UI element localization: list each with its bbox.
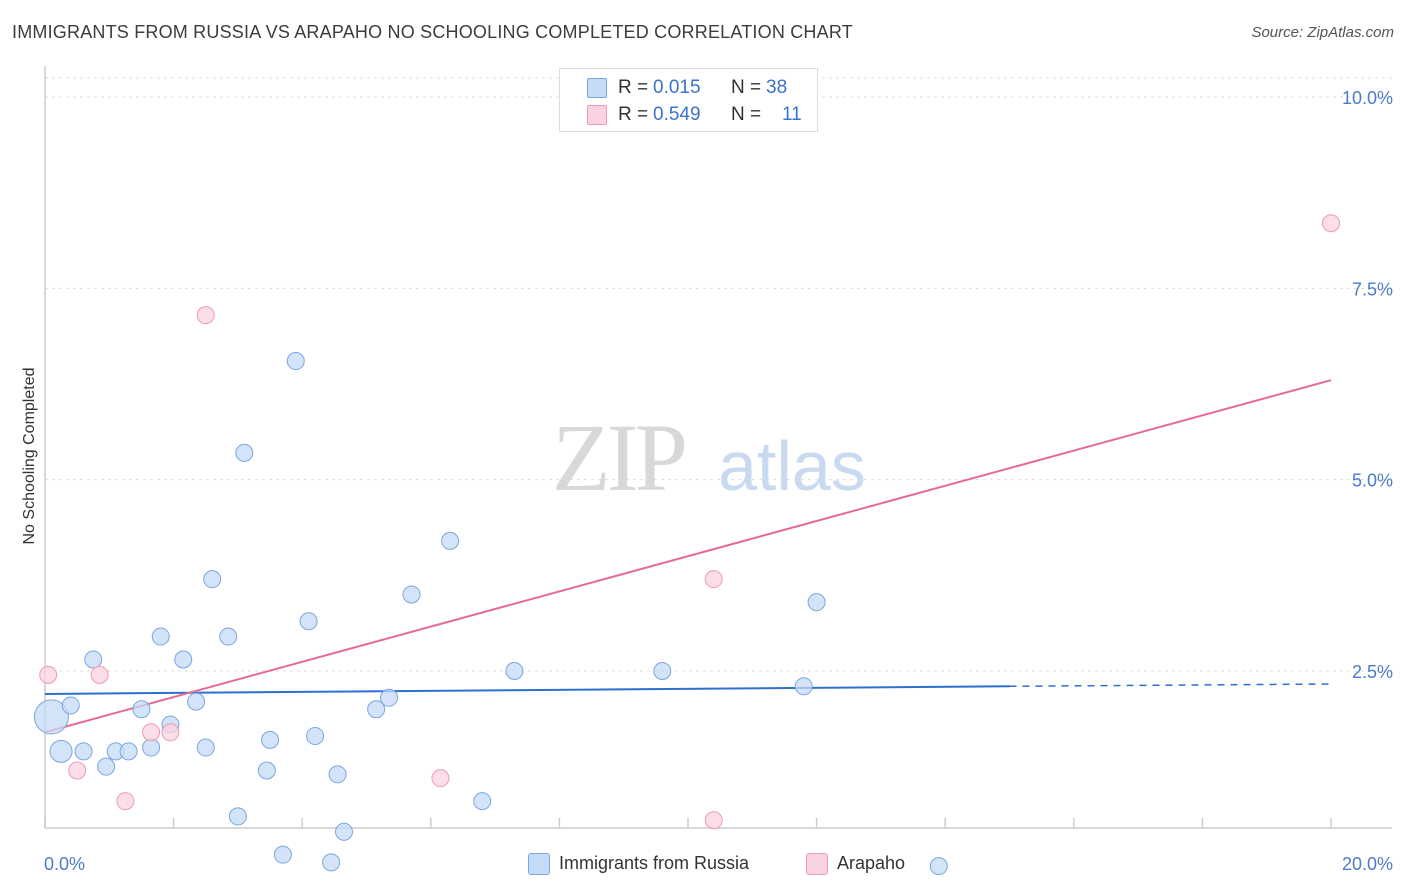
russia-point xyxy=(261,730,280,749)
russia-point xyxy=(441,531,460,550)
russia-point xyxy=(807,593,826,612)
russia-point xyxy=(473,792,492,811)
arapaho-swatch xyxy=(806,853,828,875)
russia-point xyxy=(235,443,254,462)
russia-point xyxy=(322,853,341,872)
legend-row-russia: R = 0.015 N = 38 xyxy=(560,75,817,101)
arapaho-trend-line xyxy=(44,379,1332,734)
russia-point xyxy=(84,650,103,669)
n-value: 11 xyxy=(782,104,802,125)
russia-point xyxy=(653,662,672,680)
arapaho-swatch xyxy=(587,105,607,125)
russia-point xyxy=(402,585,421,604)
y-axis-label: No Schooling Completed xyxy=(21,368,38,545)
arapaho-point xyxy=(704,811,723,830)
russia-point xyxy=(328,765,347,784)
russia-point xyxy=(929,857,948,876)
n-value: 38 xyxy=(766,77,788,98)
n-label: N = xyxy=(731,77,762,98)
russia-point xyxy=(273,845,292,864)
r-label: R = xyxy=(618,104,649,125)
russia-point xyxy=(334,822,353,841)
russia-point xyxy=(142,738,161,757)
russia-point xyxy=(187,692,206,711)
russia-point xyxy=(49,739,73,763)
r-value: 0.015 xyxy=(653,77,701,98)
arapaho-point xyxy=(68,761,87,780)
watermark: ZIP atlas xyxy=(552,404,866,511)
russia-point xyxy=(367,700,386,719)
trend-lines xyxy=(44,379,1332,734)
arapaho-point xyxy=(196,306,215,325)
arapaho-point xyxy=(431,769,450,788)
arapaho-point xyxy=(1322,214,1340,233)
russia-point xyxy=(380,688,399,707)
russia-swatch xyxy=(528,853,550,875)
arapaho-point xyxy=(116,792,135,811)
russia-trend-line xyxy=(44,685,1010,695)
r-value: 0.549 xyxy=(653,104,701,125)
russia-point xyxy=(203,570,222,589)
y-tick-label: 10.0% xyxy=(1342,88,1393,108)
chart-title: IMMIGRANTS FROM RUSSIA VS ARAPAHO NO SCH… xyxy=(12,22,853,42)
tick-labels: 2.5% 5.0% 7.5% 10.0% 0.0% 20.0% xyxy=(44,88,1393,874)
legend-label: Immigrants from Russia xyxy=(559,853,750,873)
russia-point xyxy=(151,627,170,646)
russia-point xyxy=(257,761,276,780)
russia-point xyxy=(174,650,193,669)
source-label: Source: ZipAtlas.com xyxy=(1251,24,1394,41)
watermark-atlas: atlas xyxy=(718,427,866,505)
y-tick-label: 2.5% xyxy=(1352,662,1393,682)
russia-trend-extension xyxy=(1009,683,1332,688)
series-legend: Immigrants from Russia Arapaho xyxy=(0,852,1406,878)
watermark-zip: ZIP xyxy=(552,404,685,511)
russia-point xyxy=(196,738,215,757)
russia-swatch xyxy=(587,78,607,98)
arapaho-point xyxy=(704,570,723,589)
russia-point xyxy=(97,757,116,776)
russia-point xyxy=(299,612,318,631)
arapaho-point xyxy=(142,723,161,742)
legend-label: Arapaho xyxy=(837,853,906,873)
russia-point xyxy=(228,807,247,826)
y-tick-label: 7.5% xyxy=(1352,279,1393,299)
legend-row-arapaho: R = 0.549 N = 11 xyxy=(560,102,817,128)
data-points xyxy=(33,214,1340,876)
x-tick-label: 20.0% xyxy=(1342,854,1393,874)
x-tick-label: 0.0% xyxy=(44,854,85,874)
russia-point xyxy=(74,742,93,761)
arapaho-point xyxy=(39,665,58,684)
arapaho-point xyxy=(161,723,180,742)
russia-point xyxy=(505,662,524,680)
russia-point xyxy=(794,677,813,696)
r-label: R = xyxy=(618,77,649,98)
y-tick-label: 5.0% xyxy=(1352,471,1393,491)
russia-point xyxy=(132,700,151,719)
russia-point xyxy=(119,742,138,761)
russia-point xyxy=(306,727,325,746)
n-label: N = xyxy=(731,104,762,125)
russia-point xyxy=(61,696,80,715)
russia-point xyxy=(219,627,238,646)
russia-point xyxy=(33,699,69,735)
correlation-legend: R = 0.015 N = 38 R = 0.549 N = 11 xyxy=(559,68,818,132)
arapaho-point xyxy=(90,665,109,684)
russia-point xyxy=(286,352,305,371)
